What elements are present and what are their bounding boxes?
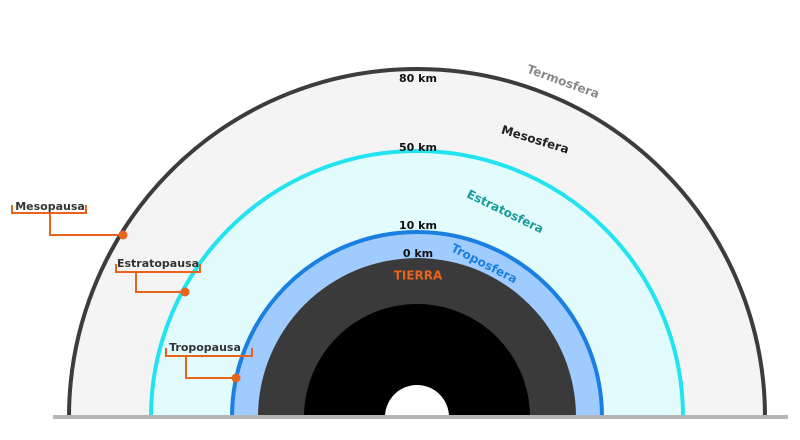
pause-label: Estratopausa xyxy=(117,257,199,270)
callout-dot xyxy=(180,287,190,297)
altitude-label: 50 km xyxy=(399,141,437,154)
earth-label: TIERRA xyxy=(394,269,443,283)
pause-label: Tropopausa xyxy=(169,341,241,354)
earth-center xyxy=(385,385,449,417)
callout-dot xyxy=(231,373,241,383)
altitude-label: 0 km xyxy=(403,247,433,260)
pause-label: Mesopausa xyxy=(15,200,85,213)
callout-line xyxy=(11,205,123,236)
callout-line xyxy=(115,264,201,293)
earth-core xyxy=(304,304,530,417)
altitude-label: 80 km xyxy=(399,72,437,85)
callout-dot xyxy=(118,230,128,240)
callouts xyxy=(11,205,253,379)
callout-line xyxy=(165,348,253,379)
altitude-label: 10 km xyxy=(399,219,437,232)
shells xyxy=(53,67,788,419)
